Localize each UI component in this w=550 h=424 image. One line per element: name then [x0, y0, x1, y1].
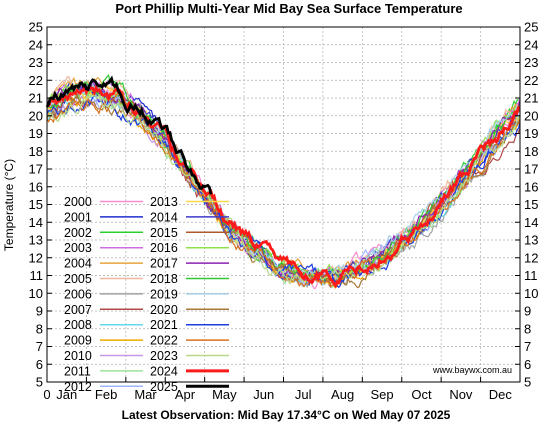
legend-label-2010: 2010 [64, 349, 92, 363]
legend-label-2011: 2011 [64, 364, 91, 378]
legend-label-2021: 2021 [150, 318, 178, 332]
legend-label-2022: 2022 [150, 334, 178, 348]
y-tick-label: 18 [29, 144, 43, 159]
y-axis-label: Temperature (°C) [2, 159, 16, 251]
y-tick-label: 25 [29, 20, 43, 35]
chart-title: Port Phillip Multi-Year Mid Bay Sea Surf… [115, 1, 462, 16]
y-tick-label-right: 19 [524, 126, 538, 141]
y-tick-label-right: 12 [524, 250, 538, 265]
series-line-2001 [56, 82, 520, 287]
legend-label-2023: 2023 [150, 349, 178, 363]
y-tick-label: 15 [29, 197, 43, 212]
x-month-label: Apr [175, 387, 196, 402]
legend-label-2005: 2005 [64, 272, 92, 286]
y-tick-label-right: 22 [524, 73, 538, 88]
x-month-label: May [212, 387, 237, 402]
y-tick-label: 24 [29, 37, 43, 52]
x-ticks: 0 Jan Feb Mar Apr May Jun Jul Aug Sep Oct Nov Dec [43, 377, 521, 402]
y-tick-label-right: 10 [524, 286, 538, 301]
legend-label-2015: 2015 [150, 226, 178, 240]
y-ticks-right: 5 6 7 8 9 10 11 12 13 14 15 16 17 18 19 20 21 22 23 24 25 [515, 20, 538, 390]
y-tick-label: 7 [36, 339, 43, 354]
legend-label-2013: 2013 [150, 195, 178, 209]
y-tick-label: 23 [29, 55, 43, 70]
y-tick-label-right: 9 [524, 304, 531, 319]
latest-observation: Latest Observation: Mid Bay 17.34°C on W… [122, 408, 451, 422]
y-tick-label-right: 8 [524, 321, 531, 336]
y-tick-label: 14 [29, 215, 43, 230]
y-tick-label: 6 [36, 357, 43, 372]
y-tick-label: 19 [29, 126, 43, 141]
series-lines [45, 73, 521, 289]
y-tick-label: 9 [36, 304, 43, 319]
y-tick-label: 11 [30, 268, 44, 283]
y-tick-label-right: 13 [524, 233, 538, 248]
legend-label-2024: 2024 [150, 364, 178, 378]
y-tick-label-right: 14 [524, 215, 538, 230]
x-month-label: Jan [56, 387, 77, 402]
y-tick-label-right: 7 [524, 339, 531, 354]
x-month-label: Feb [95, 387, 117, 402]
x-month-label: Sep [370, 387, 393, 402]
y-tick-label-right: 6 [524, 357, 531, 372]
y-tick-label: 8 [36, 321, 43, 336]
legend-label-2000: 2000 [64, 195, 92, 209]
y-tick-label-right: 16 [524, 179, 538, 194]
y-tick-label: 20 [29, 108, 43, 123]
x-month-label: Aug [331, 387, 354, 402]
x-month-label: Jul [295, 387, 312, 402]
legend-label-2006: 2006 [64, 287, 92, 301]
x-month-label: Jun [253, 387, 274, 402]
y-tick-label: 5 [36, 375, 43, 390]
y-tick-label-right: 23 [524, 55, 538, 70]
x-month-label: Dec [489, 387, 513, 402]
series-line-2025 [45, 75, 213, 195]
y-tick-label: 17 [29, 162, 43, 177]
legend-label-2004: 2004 [64, 257, 92, 271]
legend-label-2001: 2001 [64, 210, 92, 224]
x-month-label: Nov [449, 387, 473, 402]
y-tick-label: 16 [29, 179, 43, 194]
legend-label-2025: 2025 [150, 380, 178, 394]
legend-label-2002: 2002 [64, 226, 92, 240]
y-tick-label-right: 11 [524, 268, 538, 283]
legend-label-2017: 2017 [150, 257, 178, 271]
y-tick-label: 10 [29, 286, 43, 301]
y-tick-label: 21 [29, 91, 43, 106]
y-tick-label-right: 20 [524, 108, 538, 123]
y-tick-label-right: 18 [524, 144, 538, 159]
legend-label-2014: 2014 [150, 210, 178, 224]
y-tick-label-right: 15 [524, 197, 538, 212]
x-month-label: Mar [134, 387, 157, 402]
y-tick-label-right: 21 [524, 91, 538, 106]
x-tick-label: 0 [43, 387, 50, 402]
y-tick-label: 13 [29, 233, 43, 248]
x-month-label: Oct [411, 387, 432, 402]
y-tick-label-right: 5 [524, 375, 531, 390]
legend-label-2012: 2012 [64, 380, 92, 394]
y-tick-label: 22 [29, 73, 43, 88]
legend-label-2019: 2019 [150, 287, 178, 301]
y-tick-label-right: 25 [524, 20, 538, 35]
y-tick-label-right: 24 [524, 37, 538, 52]
series-line-2021 [46, 94, 521, 289]
legend-label-2016: 2016 [150, 241, 178, 255]
series-line-2023 [46, 93, 521, 286]
legend-label-2003: 2003 [64, 241, 92, 255]
legend-label-2018: 2018 [150, 272, 178, 286]
y-ticks-left: 5 6 7 8 9 10 11 12 13 14 15 16 17 18 19 20 21 22 23 24 25 [29, 20, 52, 390]
legend-label-2008: 2008 [64, 318, 92, 332]
y-tick-label-right: 17 [524, 162, 538, 177]
watermark: www.baywx.com.au [432, 365, 512, 375]
legend-label-2020: 2020 [150, 303, 178, 317]
legend-label-2009: 2009 [64, 334, 92, 348]
legend-label-2007: 2007 [64, 303, 92, 317]
series-line-2022 [46, 90, 521, 288]
y-tick-label: 12 [29, 250, 43, 265]
